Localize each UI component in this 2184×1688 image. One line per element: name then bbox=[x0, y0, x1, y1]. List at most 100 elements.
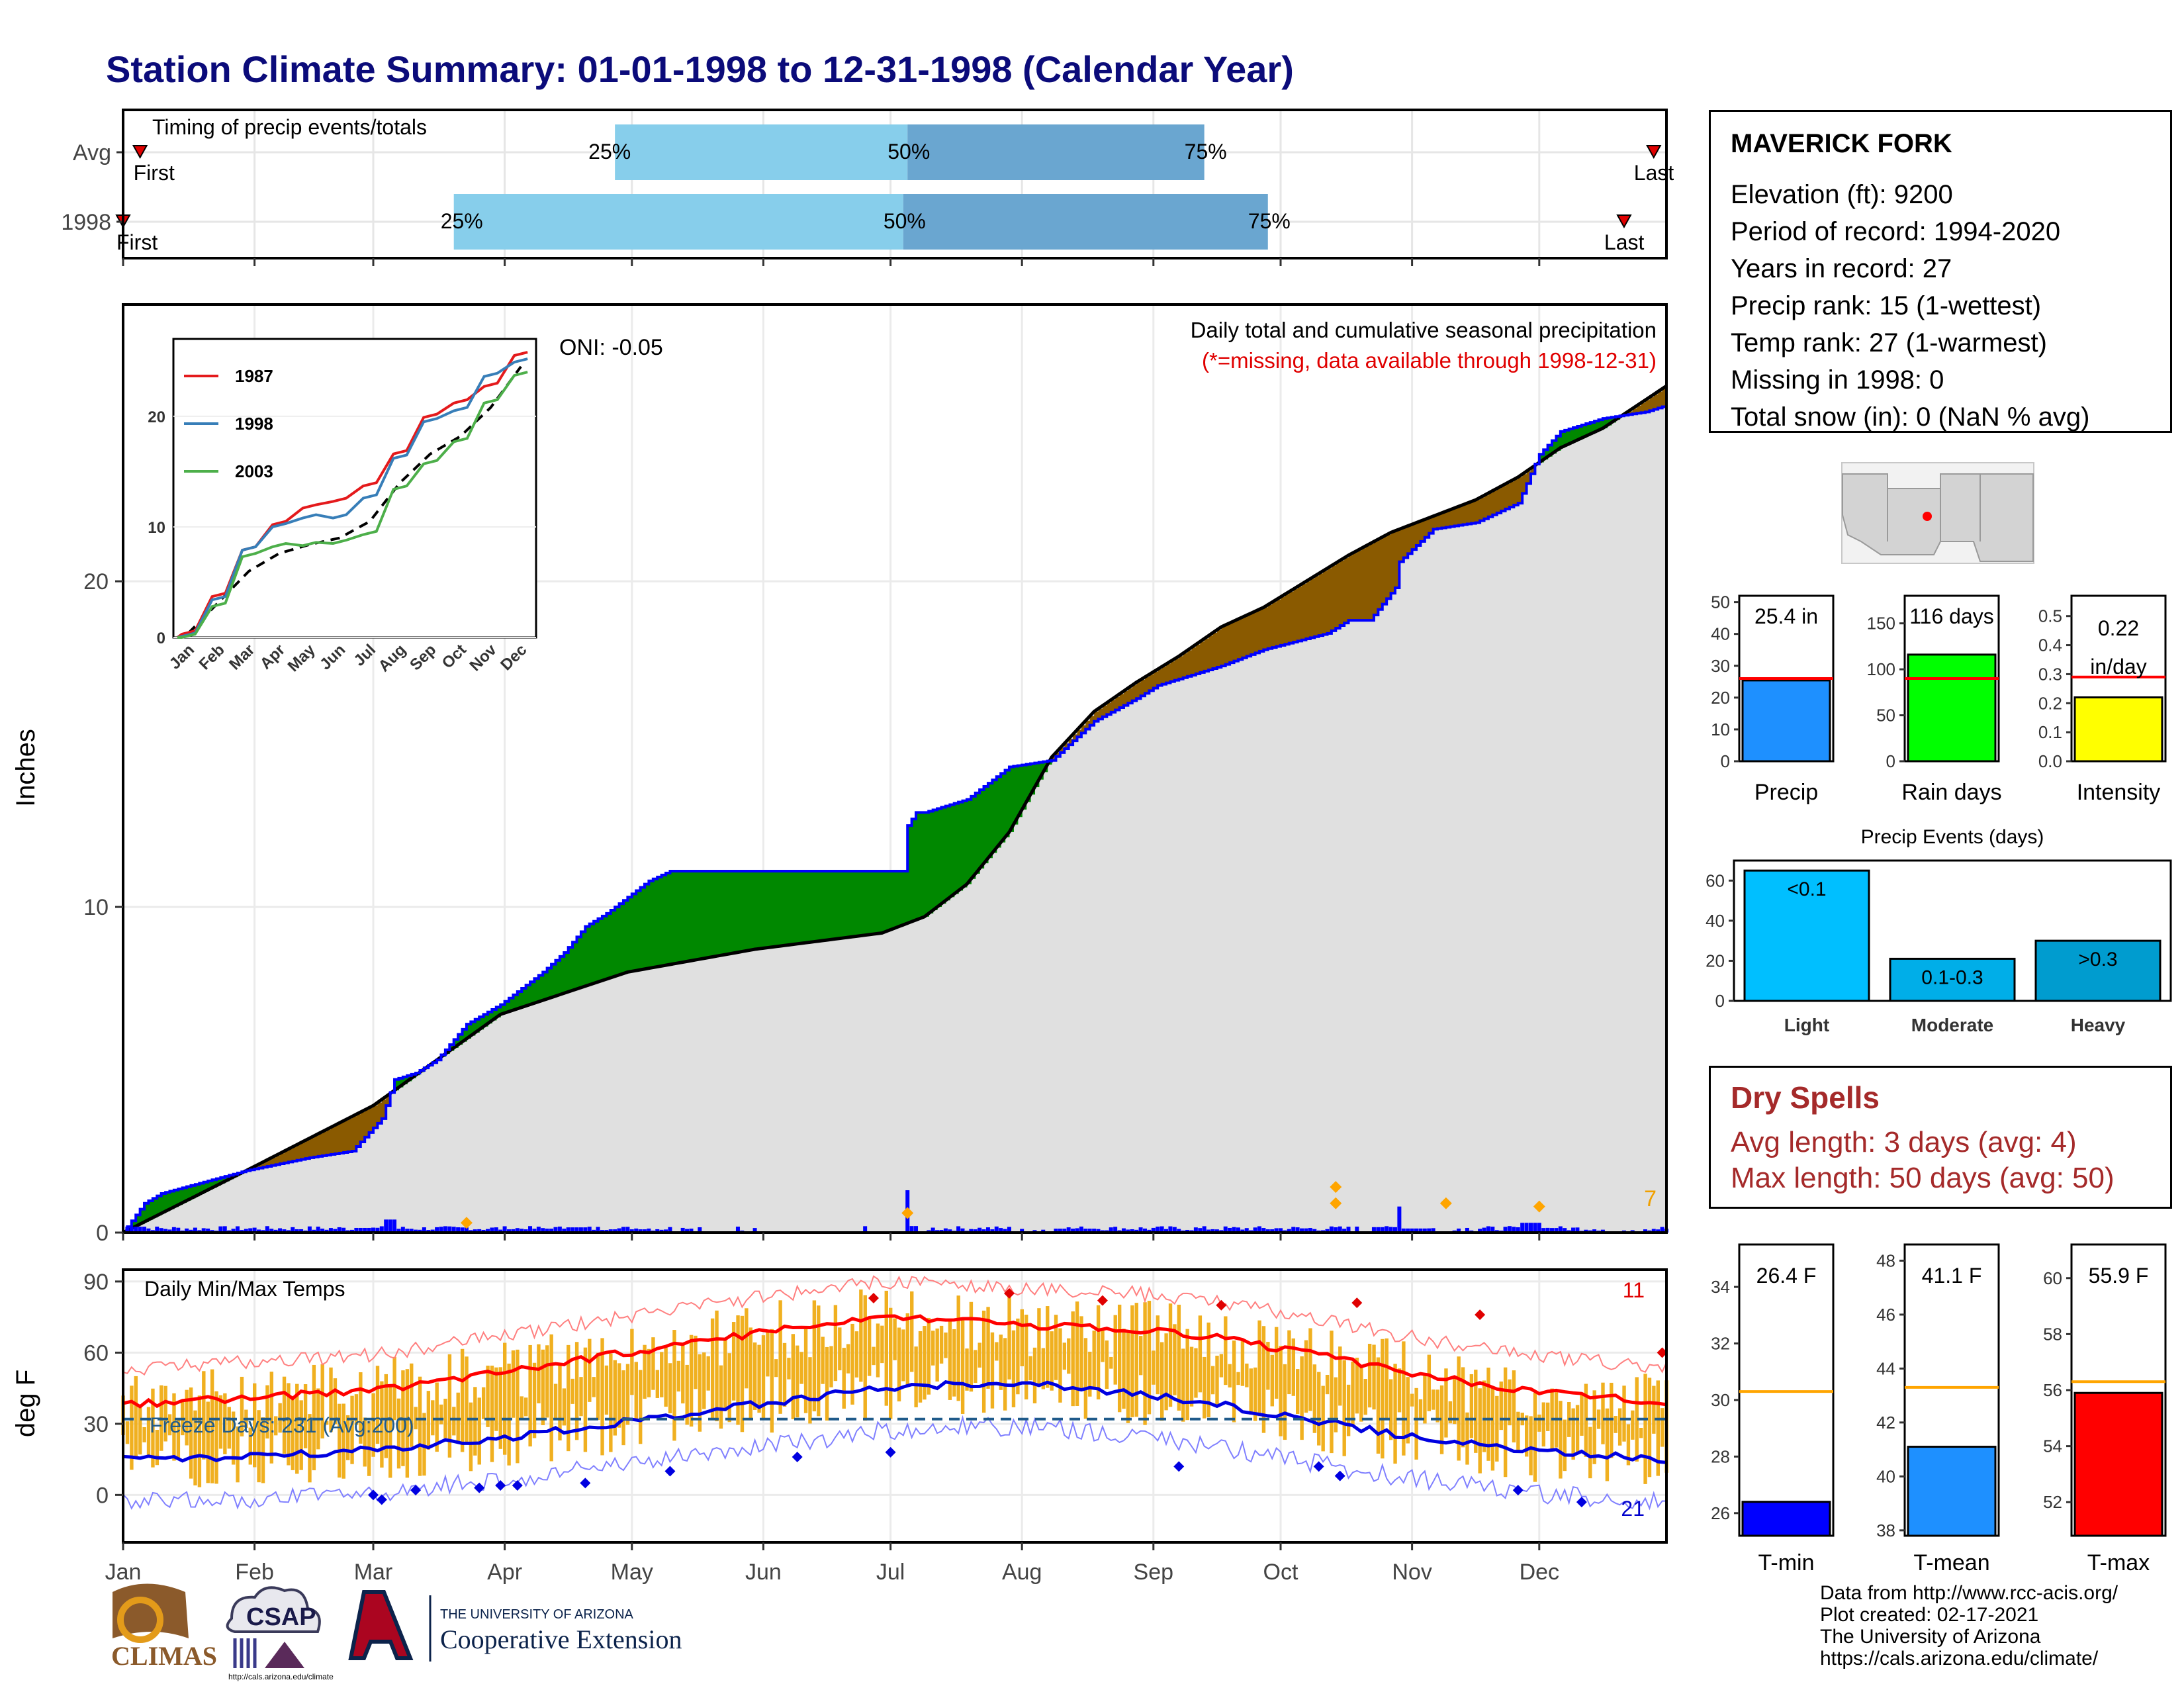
temp-frame bbox=[122, 1268, 1668, 1544]
daily-precip-bar bbox=[1482, 1227, 1486, 1233]
anomaly-fill bbox=[1331, 565, 1336, 631]
daily-precip-bar bbox=[596, 1227, 600, 1233]
daily-precip-bar bbox=[1346, 1227, 1351, 1233]
anomaly-fill bbox=[691, 870, 696, 961]
anomaly-fill bbox=[1056, 752, 1061, 757]
daily-temp-bar bbox=[443, 1398, 447, 1438]
daily-temp-bar bbox=[176, 1419, 181, 1459]
daily-precip-bar bbox=[337, 1227, 341, 1233]
daily-temp-bar bbox=[1185, 1329, 1189, 1421]
daily-temp-bar bbox=[770, 1329, 774, 1433]
daily-precip-bar bbox=[1066, 1227, 1071, 1233]
anomaly-fill bbox=[1632, 408, 1637, 414]
annotation-line1: Daily total and cumulative seasonal prec… bbox=[1191, 318, 1657, 342]
daily-temp-bar bbox=[872, 1346, 876, 1366]
daily-precip-bar bbox=[680, 1227, 685, 1233]
anomaly-fill bbox=[173, 1190, 179, 1207]
daily-temp-bar bbox=[660, 1352, 664, 1397]
daily-temp-bar bbox=[1334, 1377, 1338, 1432]
daily-temp-bar bbox=[1601, 1382, 1605, 1444]
last-label: Last bbox=[1604, 230, 1645, 254]
daily-temp-bar bbox=[541, 1349, 545, 1425]
daily-temp-bar bbox=[341, 1403, 345, 1479]
anomaly-fill bbox=[360, 1111, 365, 1142]
temp-tick-label: 30 bbox=[1711, 1390, 1730, 1410]
record-low-marker bbox=[367, 1489, 379, 1501]
daily-temp-bar bbox=[1152, 1350, 1156, 1385]
daily-temp-bar bbox=[592, 1377, 596, 1397]
anomaly-fill bbox=[1102, 706, 1107, 717]
daily-temp-bar bbox=[1418, 1399, 1423, 1419]
anomaly-fill bbox=[1323, 571, 1328, 635]
anomaly-fill bbox=[1170, 661, 1175, 682]
daily-temp-bar bbox=[1363, 1378, 1367, 1415]
anomaly-fill bbox=[1013, 766, 1019, 825]
anomaly-fill bbox=[823, 870, 828, 941]
anomaly-fill bbox=[801, 870, 807, 944]
daily-temp-bar bbox=[617, 1363, 621, 1428]
daily-temp-bar bbox=[257, 1410, 261, 1483]
daily-precip-bar bbox=[1198, 1228, 1203, 1233]
daily-precip-bar bbox=[396, 1229, 401, 1233]
daily-temp-bar bbox=[1117, 1304, 1122, 1413]
daily-temp-bar bbox=[829, 1346, 833, 1387]
timing-bar-q3 bbox=[907, 124, 1205, 180]
anomaly-fill bbox=[1068, 739, 1073, 745]
anomaly-fill bbox=[1115, 696, 1120, 710]
daily-temp-bar bbox=[808, 1357, 812, 1424]
ua-a-mark bbox=[348, 1590, 414, 1660]
daily-precip-bar bbox=[291, 1227, 295, 1233]
daily-temp-bar bbox=[1181, 1348, 1185, 1422]
daily-temp-bar bbox=[583, 1347, 588, 1452]
daily-temp-bar bbox=[935, 1328, 939, 1382]
daily-temp-bar bbox=[1508, 1379, 1512, 1426]
anomaly-fill bbox=[1526, 471, 1531, 484]
csap-text: CSAP bbox=[246, 1603, 316, 1631]
daily-precip-bar bbox=[171, 1227, 176, 1233]
anomaly-fill bbox=[1034, 763, 1040, 788]
anomaly-fill bbox=[1344, 557, 1349, 624]
daily-temp-bar bbox=[1283, 1364, 1287, 1440]
daily-precip-bar bbox=[363, 1227, 367, 1233]
daily-temp-bar bbox=[1279, 1346, 1283, 1436]
temp-tick-label: 54 bbox=[2043, 1436, 2062, 1456]
daily-temp-bar bbox=[778, 1300, 782, 1414]
anomaly-fill bbox=[326, 1129, 332, 1155]
daily-precip-bar bbox=[265, 1226, 269, 1233]
daily-temp-bar bbox=[939, 1325, 944, 1364]
anomaly-fill bbox=[602, 915, 607, 981]
daily-precip-bar bbox=[1427, 1228, 1432, 1233]
daily-precip-bar bbox=[608, 1229, 613, 1233]
mini-bar bbox=[1907, 653, 1997, 763]
state-shape bbox=[1842, 473, 2034, 562]
daily-precip-bar bbox=[1457, 1228, 1461, 1233]
daily-precip-bar bbox=[643, 1229, 647, 1233]
anomaly-fill bbox=[1187, 650, 1193, 677]
daily-temp-bar bbox=[639, 1370, 643, 1444]
left-mask bbox=[0, 110, 122, 278]
anomaly-fill bbox=[903, 870, 908, 925]
daily-precip-bar bbox=[621, 1227, 625, 1233]
anomaly-fill bbox=[496, 1007, 501, 1017]
anomaly-fill bbox=[1310, 579, 1315, 638]
daily-temp-bar bbox=[1559, 1401, 1563, 1479]
anomaly-fill bbox=[1445, 511, 1451, 528]
daily-precip-bar bbox=[494, 1227, 498, 1233]
daily-temp-bar bbox=[1257, 1320, 1261, 1417]
daily-temp-bar bbox=[1351, 1361, 1355, 1427]
daily-precip-bar bbox=[142, 1227, 147, 1233]
daily-precip-bar bbox=[392, 1219, 397, 1233]
daily-precip-bar bbox=[1142, 1228, 1147, 1233]
anomaly-fill bbox=[645, 884, 650, 969]
daily-temp-bar bbox=[1198, 1315, 1203, 1393]
daily-precip-bar bbox=[1147, 1229, 1152, 1233]
anomaly-fill bbox=[878, 870, 883, 934]
last-marker bbox=[1646, 145, 1662, 160]
daily-temp-bar bbox=[1596, 1409, 1601, 1429]
climas-text: CLIMAS bbox=[111, 1641, 217, 1671]
daily-temp-bar bbox=[685, 1364, 689, 1425]
daily-temp-bar bbox=[287, 1383, 291, 1466]
daily-temp-bar bbox=[1346, 1384, 1351, 1436]
daily-precip-bar bbox=[520, 1229, 524, 1233]
daily-temp-bar bbox=[269, 1372, 274, 1464]
